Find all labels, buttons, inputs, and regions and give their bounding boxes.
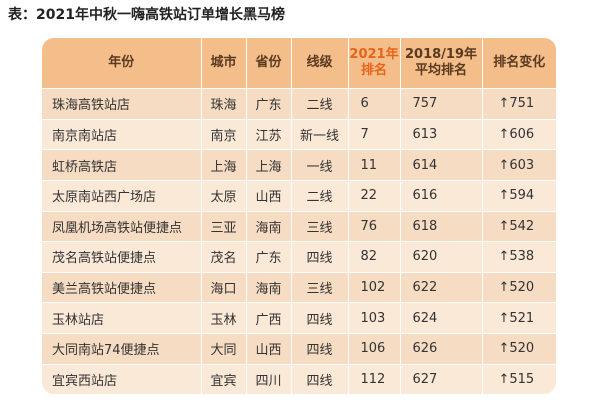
header-row: 年份 城市 省份 线级 2021年 排名 2018/19年 平均排名 排名变化 [42,38,556,89]
city-cell: 宜宾 [201,363,247,394]
table-row: 虹桥高铁店 上海 上海 一线 11 614 ↑603 [42,149,556,181]
rank-2021-cell: 22 [348,179,401,211]
header-avg-rank-line2: 平均排名 [414,63,467,78]
station-cell: 太原南站西广场店 [42,179,202,211]
table-caption: 表：2021年中秋一嗨高铁站订单增长黑马榜 [8,7,285,23]
province-cell: 四川 [246,363,292,394]
rank-change-cell: ↑603 [482,149,556,181]
rank-change-cell: ↑542 [482,210,556,242]
city-cell: 海口 [201,271,247,303]
station-cell: 美兰高铁站便捷点 [42,271,202,303]
rank-change-cell: ↑606 [482,118,556,150]
tier-cell: 一线 [291,149,349,181]
header-rank-change: 排名变化 [482,38,556,89]
city-cell: 大同 [201,333,247,365]
rank-change-cell: ↑521 [482,302,556,334]
avg-rank-cell: 613 [400,118,483,150]
rank-change-cell: ↑594 [482,179,556,211]
rank-change-cell: ↑520 [482,333,556,365]
ranking-table: 年份 城市 省份 线级 2021年 排名 2018/19年 平均排名 排名变化 … [42,38,556,394]
city-cell: 太原 [201,179,247,211]
station-cell: 茂名高铁站便捷点 [42,241,202,273]
header-city: 城市 [201,38,247,89]
tier-cell: 四线 [291,333,349,365]
rank-2021-cell: 76 [348,210,401,242]
table-row: 美兰高铁站便捷点 海口 海南 三线 102 622 ↑520 [42,271,556,303]
avg-rank-cell: 618 [400,210,483,242]
header-station: 年份 [42,38,202,89]
header-avg-rank: 2018/19年 平均排名 [400,38,483,89]
header-avg-rank-line1: 2018/19年 [404,47,478,62]
table-row: 凤凰机场高铁站便捷点 三亚 海南 三线 76 618 ↑542 [42,210,556,242]
station-cell: 珠海高铁站店 [42,88,202,120]
avg-rank-cell: 622 [400,271,483,303]
rank-2021-cell: 7 [348,118,401,150]
rank-change-cell: ↑515 [482,363,556,394]
rank-2021-cell: 106 [348,333,401,365]
tier-cell: 三线 [291,271,349,303]
tier-cell: 四线 [291,241,349,273]
header-province: 省份 [246,38,292,89]
rank-2021-cell: 103 [348,302,401,334]
province-cell: 广东 [246,88,292,120]
tier-cell: 新一线 [291,118,349,150]
rank-change-cell: ↑538 [482,241,556,273]
header-rank-2021-line1: 2021年 [349,47,399,62]
rank-2021-cell: 102 [348,271,401,303]
table-row: 南京南站店 南京 江苏 新一线 7 613 ↑606 [42,118,556,150]
tier-cell: 四线 [291,363,349,394]
header-rank-2021: 2021年 排名 [348,38,401,89]
table-row: 珠海高铁站店 珠海 广东 二线 6 757 ↑751 [42,88,556,120]
rank-change-cell: ↑751 [482,88,556,120]
province-cell: 山西 [246,333,292,365]
tier-cell: 四线 [291,302,349,334]
province-cell: 山西 [246,179,292,211]
station-cell: 南京南站店 [42,118,202,150]
province-cell: 海南 [246,210,292,242]
city-cell: 三亚 [201,210,247,242]
ranking-table-container: 年份 城市 省份 线级 2021年 排名 2018/19年 平均排名 排名变化 … [42,38,556,394]
station-cell: 大同南站74便捷点 [42,333,202,365]
rank-change-cell: ↑520 [482,271,556,303]
tier-cell: 二线 [291,88,349,120]
avg-rank-cell: 757 [400,88,483,120]
rank-2021-cell: 11 [348,149,401,181]
table-row: 大同南站74便捷点 大同 山西 四线 106 626 ↑520 [42,333,556,365]
city-cell: 南京 [201,118,247,150]
avg-rank-cell: 624 [400,302,483,334]
province-cell: 海南 [246,271,292,303]
table-row: 玉林站店 玉林 广西 四线 103 624 ↑521 [42,302,556,334]
tier-cell: 三线 [291,210,349,242]
province-cell: 上海 [246,149,292,181]
table-row: 茂名高铁站便捷点 茂名 广东 四线 82 620 ↑538 [42,241,556,273]
tier-cell: 二线 [291,179,349,211]
province-cell: 广东 [246,241,292,273]
station-cell: 玉林站店 [42,302,202,334]
province-cell: 江苏 [246,118,292,150]
avg-rank-cell: 627 [400,363,483,394]
city-cell: 珠海 [201,88,247,120]
station-cell: 虹桥高铁店 [42,149,202,181]
header-tier: 线级 [291,38,349,89]
station-cell: 宜宾西站店 [42,363,202,394]
avg-rank-cell: 626 [400,333,483,365]
avg-rank-cell: 614 [400,149,483,181]
province-cell: 广西 [246,302,292,334]
rank-2021-cell: 82 [348,241,401,273]
rank-2021-cell: 112 [348,363,401,394]
table-row: 太原南站西广场店 太原 山西 二线 22 616 ↑594 [42,179,556,211]
city-cell: 茂名 [201,241,247,273]
table-row: 宜宾西站店 宜宾 四川 四线 112 627 ↑515 [42,363,556,394]
station-cell: 凤凰机场高铁站便捷点 [42,210,202,242]
avg-rank-cell: 620 [400,241,483,273]
city-cell: 上海 [201,149,247,181]
avg-rank-cell: 616 [400,179,483,211]
city-cell: 玉林 [201,302,247,334]
header-rank-2021-line2: 排名 [360,63,387,78]
rank-2021-cell: 6 [348,88,401,120]
